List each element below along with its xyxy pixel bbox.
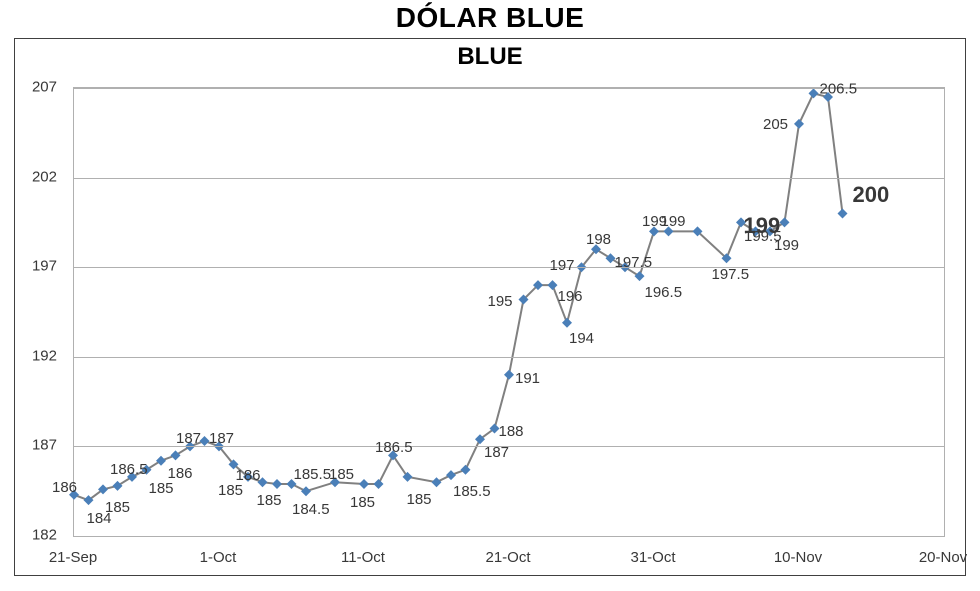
data-label: 199: [661, 213, 686, 230]
data-label: 185.5: [453, 483, 491, 500]
x-tick-label: 31-Oct: [630, 549, 675, 566]
data-marker: [432, 477, 442, 487]
data-marker: [374, 479, 384, 489]
x-axis: 21-Sep1-Oct11-Oct21-Oct31-Oct10-Nov20-No…: [73, 547, 945, 569]
data-label: 185: [105, 499, 130, 516]
data-label: 205: [763, 116, 788, 133]
data-label: 197.5: [615, 254, 653, 271]
x-tick-label: 10-Nov: [774, 549, 822, 566]
data-label: 188: [499, 423, 524, 440]
data-label: 199: [744, 213, 781, 239]
data-label: 196.5: [645, 284, 683, 301]
line-series: [74, 88, 944, 536]
data-marker: [838, 208, 848, 218]
data-label: 184.5: [292, 501, 330, 518]
y-gridline: [74, 357, 944, 358]
data-label: 197.5: [712, 266, 750, 283]
y-tick-label: 187: [32, 437, 57, 454]
data-marker: [171, 450, 181, 460]
data-label: 199: [774, 237, 799, 254]
data-marker: [504, 370, 514, 380]
x-tick-label: 1-Oct: [200, 549, 237, 566]
data-marker: [156, 456, 166, 466]
data-label: 185: [407, 491, 432, 508]
data-marker: [359, 479, 369, 489]
y-tick-label: 197: [32, 258, 57, 275]
x-tick-label: 11-Oct: [341, 549, 385, 566]
data-marker: [780, 217, 790, 227]
data-label: 186.5: [110, 461, 148, 478]
data-label: 195: [488, 293, 513, 310]
data-label: 185: [257, 492, 282, 509]
data-marker: [809, 88, 819, 98]
x-tick-label: 20-Nov: [919, 549, 967, 566]
data-marker: [461, 465, 471, 475]
data-label: 186.5: [375, 439, 413, 456]
data-label: 187: [209, 430, 234, 447]
data-marker: [548, 280, 558, 290]
data-marker: [113, 481, 123, 491]
data-label: 185.5: [294, 466, 332, 483]
data-marker: [272, 479, 282, 489]
chart-container: BLUE 182 187 192 197 202 207 21-Sep 1-Oct 11-Oc…: [14, 38, 966, 576]
data-label: 187: [176, 430, 201, 447]
data-label: 186: [52, 479, 77, 496]
data-label: 200: [853, 182, 890, 208]
data-label: 196: [558, 288, 583, 305]
plot-area: 186184185186.5185186187187186185185185.5…: [73, 87, 945, 537]
y-gridline: [74, 178, 944, 179]
data-label: 198: [586, 231, 611, 248]
data-label: 186: [168, 465, 193, 482]
y-tick-label: 207: [32, 79, 57, 96]
data-marker: [446, 470, 456, 480]
page-title: DÓLAR BLUE: [0, 2, 980, 34]
y-axis: 182187192197202207: [15, 87, 67, 537]
chart-title: BLUE: [15, 43, 965, 71]
data-marker: [635, 271, 645, 281]
data-label: 185: [329, 466, 354, 483]
data-label: 185: [350, 494, 375, 511]
data-label: 191: [515, 370, 540, 387]
x-tick-label: 21-Sep: [49, 549, 97, 566]
y-tick-label: 202: [32, 168, 57, 185]
data-label: 206.5: [820, 81, 858, 98]
y-gridline: [74, 267, 944, 268]
data-label: 197: [550, 257, 575, 274]
y-tick-label: 192: [32, 347, 57, 364]
data-label: 187: [484, 444, 509, 461]
y-gridline: [74, 536, 944, 537]
y-tick-label: 182: [32, 527, 57, 544]
data-label: 185: [218, 482, 243, 499]
data-marker: [562, 318, 572, 328]
data-marker: [794, 119, 804, 129]
x-tick-label: 21-Oct: [485, 549, 530, 566]
y-gridline: [74, 88, 944, 89]
data-label: 194: [569, 330, 594, 347]
data-marker: [301, 486, 311, 496]
